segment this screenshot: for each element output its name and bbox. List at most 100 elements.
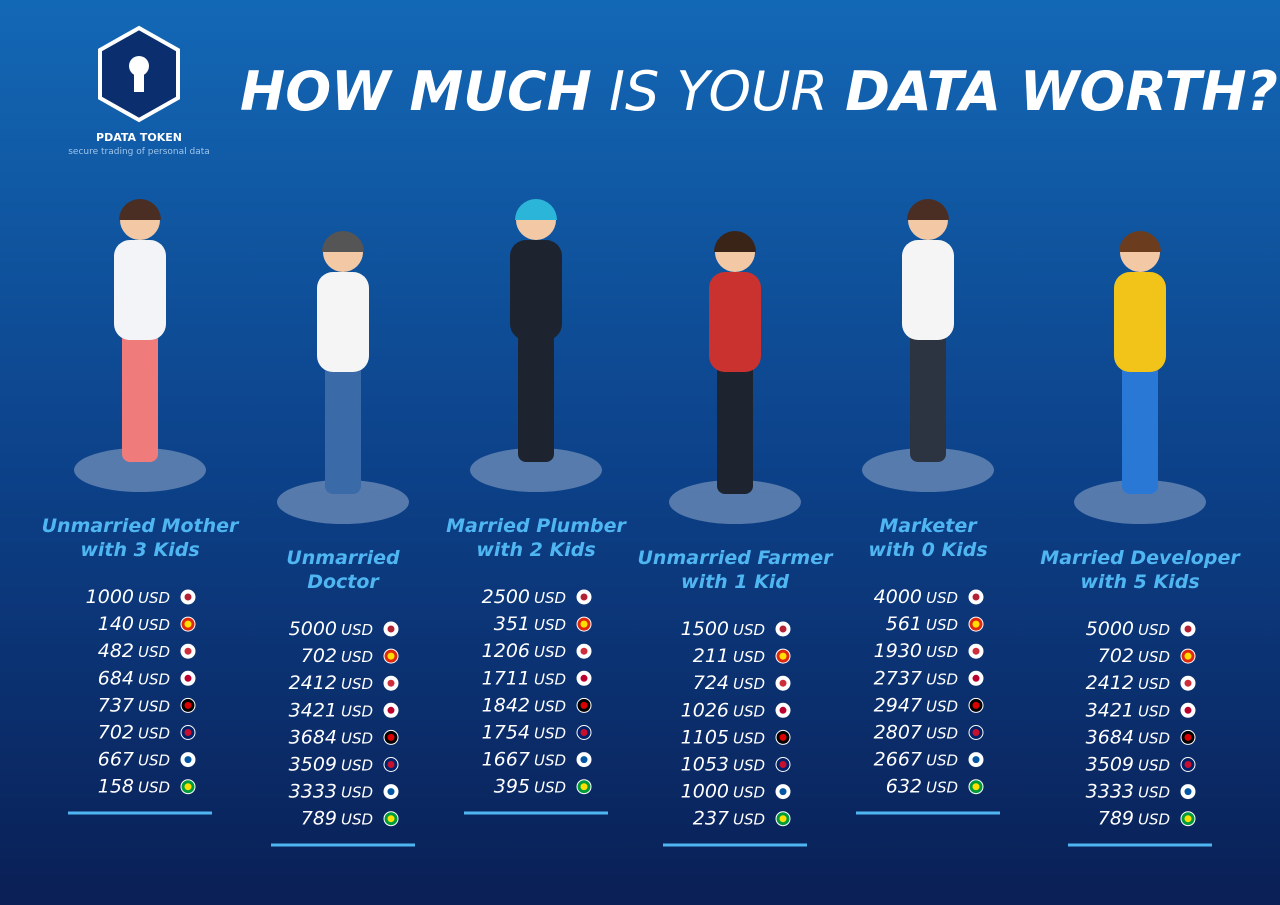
persona-title: Married Developer: [1040, 547, 1241, 569]
currency: USD: [1138, 621, 1170, 639]
currency: USD: [534, 697, 566, 715]
currency: USD: [733, 648, 765, 666]
amount: 1206: [482, 640, 530, 662]
currency: USD: [1138, 702, 1170, 720]
currency: USD: [926, 643, 958, 661]
flag-emblem: [1184, 761, 1192, 768]
platform: [470, 448, 602, 492]
currency: USD: [926, 725, 958, 743]
amount: 5000: [1086, 618, 1134, 640]
brand: PDATA TOKEN: [96, 131, 182, 144]
platform: [1074, 480, 1206, 524]
flag-emblem: [1184, 733, 1192, 741]
figure-body: [317, 272, 369, 372]
currency: USD: [534, 752, 566, 770]
platform: [862, 448, 994, 492]
amount: 3333: [1086, 781, 1134, 803]
amount: 4000: [874, 586, 922, 608]
amount: 1000: [86, 586, 134, 608]
amount: 351: [494, 613, 530, 635]
flag-emblem: [1184, 815, 1192, 823]
currency: USD: [1138, 675, 1170, 693]
flag-emblem: [779, 761, 787, 768]
currency: USD: [341, 675, 373, 693]
amount: 3684: [289, 726, 337, 748]
platform: [277, 480, 409, 524]
flag-emblem: [387, 652, 395, 660]
currency: USD: [926, 670, 958, 688]
flag-emblem: [580, 647, 588, 655]
flag-emblem: [184, 783, 192, 791]
figure-legs: [717, 362, 753, 494]
currency: USD: [1138, 648, 1170, 666]
flag-emblem: [580, 729, 588, 736]
amount: 1026: [681, 699, 729, 721]
currency: USD: [534, 643, 566, 661]
flag-emblem: [1184, 625, 1192, 633]
amount: 1000: [681, 781, 729, 803]
figure-legs: [122, 330, 158, 462]
currency: USD: [138, 643, 170, 661]
platform: [669, 480, 801, 524]
flag-emblem: [387, 679, 395, 687]
figure-hair: [907, 199, 949, 220]
amount: 684: [98, 667, 134, 689]
currency: USD: [138, 752, 170, 770]
amount: 702: [98, 722, 134, 744]
figure-legs: [518, 330, 554, 462]
amount: 724: [693, 672, 729, 694]
amount: 1053: [681, 754, 729, 776]
flag-emblem: [1184, 788, 1192, 796]
figure-hair: [515, 199, 557, 220]
currency: USD: [341, 784, 373, 802]
tagline: secure trading of personal data: [68, 147, 210, 157]
currency: USD: [138, 725, 170, 743]
figure-hair: [714, 231, 756, 252]
amount: 3684: [1086, 726, 1134, 748]
logo: PDATA TOKEN secure trading of personal d…: [68, 25, 210, 157]
currency: USD: [733, 784, 765, 802]
flag-emblem: [972, 729, 980, 736]
figure-hair: [1119, 231, 1161, 252]
amount: 2737: [874, 667, 922, 689]
amount: 2667: [874, 749, 922, 771]
flag-emblem: [972, 647, 980, 655]
amount: 1711: [482, 667, 530, 689]
flag-emblem: [779, 679, 787, 687]
currency: USD: [138, 616, 170, 634]
currency: USD: [138, 670, 170, 688]
amount: 3509: [1086, 754, 1134, 776]
amount: 561: [886, 613, 922, 635]
amount: 3509: [289, 754, 337, 776]
currency: USD: [138, 779, 170, 797]
figure-hair: [322, 231, 364, 252]
amount: 158: [98, 776, 134, 798]
flag-emblem: [972, 620, 980, 628]
flag-emblem: [184, 701, 192, 709]
figure-body: [114, 240, 166, 340]
currency: USD: [733, 757, 765, 775]
figure-legs: [1122, 362, 1158, 494]
currency: USD: [341, 702, 373, 720]
persona-title: with 5 Kids: [1080, 571, 1199, 593]
flag-emblem: [972, 783, 980, 791]
amount: 632: [886, 776, 922, 798]
currency: USD: [341, 729, 373, 747]
currency: USD: [926, 779, 958, 797]
persona-title: Unmarried Farmer: [638, 547, 835, 569]
currency: USD: [733, 702, 765, 720]
currency: USD: [1138, 757, 1170, 775]
flag-emblem: [387, 625, 395, 633]
title: HOW MUCH IS YOUR DATA WORTH?: [240, 60, 1278, 123]
title-part: DATA WORTH?: [845, 60, 1278, 123]
currency: USD: [534, 589, 566, 607]
amount: 1105: [681, 726, 729, 748]
flag-emblem: [184, 593, 192, 601]
currency: USD: [341, 811, 373, 829]
currency: USD: [341, 757, 373, 775]
